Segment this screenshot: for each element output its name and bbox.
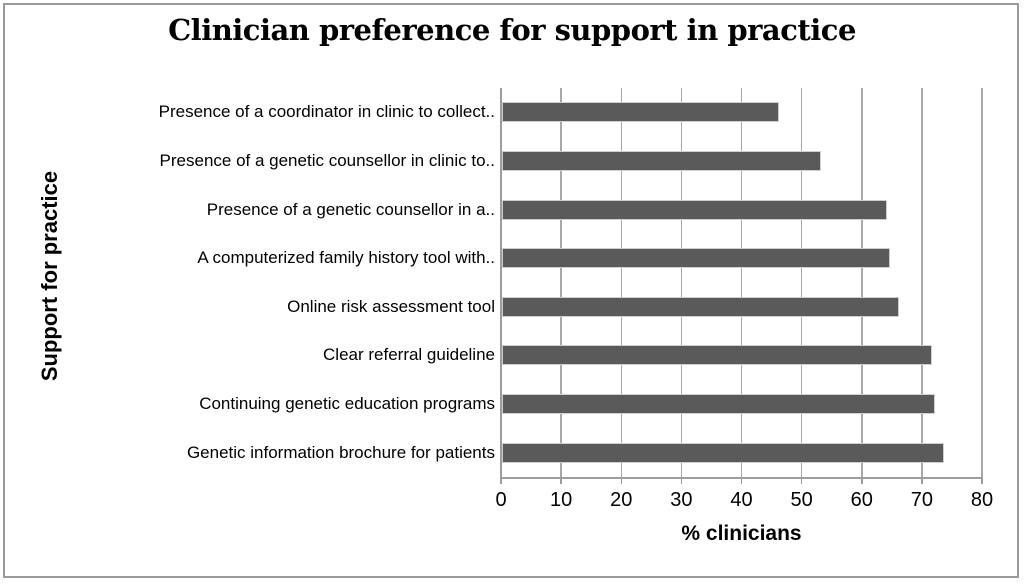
x-tick-label: 10 [550,489,573,511]
plot-area [500,88,983,484]
gridline [981,88,983,477]
chart-title: Clinician preference for support in prac… [168,13,856,47]
x-tick-mark [500,477,502,484]
category-axis-labels: Presence of a coordinator in clinic to c… [10,88,495,477]
bar [502,248,890,269]
x-tick-mark [800,477,803,484]
gridline [740,88,743,477]
x-tick-mark [921,477,923,484]
bar [502,150,821,171]
bar [502,345,932,366]
x-axis-tick-labels: 0 10 20 30 40 50 60 70 80 [495,489,993,513]
bar [502,442,944,463]
bar [502,296,899,317]
gridline [800,88,803,477]
category-label: Presence of a coordinator in clinic to c… [158,102,495,122]
gridline [921,88,923,477]
gridline [620,88,622,477]
x-tick-label: 50 [790,489,813,511]
category-label: Clear referral guideline [323,345,495,365]
bar [502,102,779,123]
category-label: Presence of a genetic counsellor in a.. [206,199,495,219]
bar [502,199,887,220]
x-axis-title: % clinicians [681,522,802,545]
x-tick-label: 80 [970,489,994,511]
x-tick-label: 0 [495,489,507,511]
x-tick-mark [680,477,683,484]
x-tick-label: 60 [850,489,873,511]
x-tick-mark [740,477,743,484]
category-label: A computerized family history tool with.… [197,248,495,268]
x-tick-mark [861,477,863,484]
gridline [680,88,683,477]
x-tick-mark [620,477,622,484]
x-tick-label: 70 [910,489,933,511]
gridline [560,88,562,477]
category-label: Online risk assessment tool [287,296,495,316]
category-label: Presence of a genetic counsellor in clin… [159,150,495,170]
gridline [861,88,863,477]
x-tick-label: 20 [610,489,633,511]
x-tick-label: 30 [670,489,693,511]
x-tick-mark [560,477,562,484]
x-tick-mark [981,477,983,484]
y-axis-line [500,88,502,477]
category-label: Continuing genetic education programs [199,394,495,414]
x-tick-label: 40 [730,489,753,511]
category-label: Genetic information brochure for patient… [186,442,495,462]
bar [502,394,935,415]
